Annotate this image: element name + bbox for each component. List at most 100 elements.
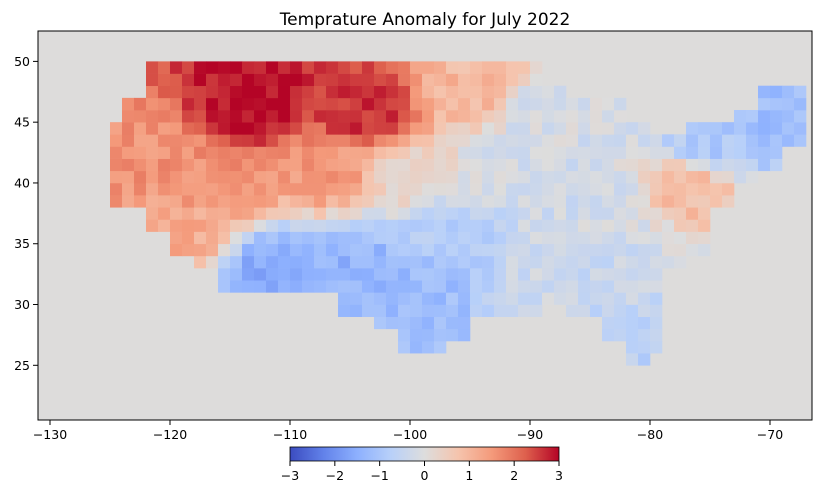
heatmap-cell [650,195,663,208]
heatmap-cell [518,280,531,293]
heatmap-cell [398,255,411,269]
heatmap-cell [482,304,495,317]
heatmap-cell [674,182,687,196]
heatmap-cell [230,182,243,196]
heatmap-cell [674,158,687,172]
heatmap-cell [686,158,699,172]
heatmap-cell [194,73,207,87]
heatmap-cell [278,268,291,281]
heatmap-cell [242,280,255,293]
heatmap-cell [194,97,207,111]
heatmap-cell [278,207,291,220]
heatmap-cell [386,243,399,257]
heatmap-cell [290,231,303,245]
heatmap-cell [158,146,171,159]
heatmap-cell [518,73,531,87]
heatmap-cell [650,328,663,342]
heatmap-cell [458,268,471,281]
heatmap-cell [746,158,759,172]
heatmap-cell [434,328,447,342]
heatmap-cell [590,243,603,257]
heatmap-cell [314,182,327,196]
heatmap-cell [386,146,399,159]
heatmap-cell [170,243,183,257]
heatmap-cell [374,85,387,99]
heatmap-cell [134,134,147,147]
heatmap-cell [338,158,351,172]
heatmap-cell [410,110,423,123]
y-tick-label: 30 [14,297,30,312]
heatmap-cell [278,85,291,99]
heatmap-cell [386,255,399,269]
heatmap-cell [530,146,543,159]
heatmap-cell [674,243,687,257]
heatmap-cell [446,328,459,342]
heatmap-cell [674,219,687,232]
heatmap-cell [254,182,267,196]
heatmap-cell [530,195,543,208]
heatmap-cell [482,146,495,159]
heatmap-cell [338,182,351,196]
heatmap-cell [362,110,375,123]
heatmap-cell [770,97,783,111]
heatmap-cell [230,170,243,184]
heatmap-cell [230,146,243,159]
y-tick-label: 50 [14,54,30,69]
heatmap-cell [410,182,423,196]
heatmap-cell [518,110,531,123]
heatmap-cell [494,207,507,220]
x-tick-label: −130 [33,427,67,442]
heatmap-cell [206,134,219,147]
heatmap-cell [398,170,411,184]
heatmap-cell [446,255,459,269]
heatmap-cell [182,158,195,172]
heatmap-cell [458,219,471,232]
heatmap-cell [590,182,603,196]
heatmap-cell [650,340,663,354]
heatmap-cell [410,243,423,257]
heatmap-cell [362,146,375,159]
heatmap-cell [434,255,447,269]
heatmap-cell [530,85,543,99]
heatmap-cell [578,231,591,245]
heatmap-cell [134,158,147,172]
heatmap-cell [434,292,447,305]
heatmap-cell [710,134,723,147]
heatmap-cell [314,268,327,281]
heatmap-cell [434,219,447,232]
heatmap-cell [374,280,387,293]
heatmap-cell [530,243,543,257]
heatmap-cell [122,170,135,184]
heatmap-cell [758,146,771,159]
heatmap-cell [374,231,387,245]
heatmap-cell [290,146,303,159]
heatmap-cell [254,158,267,172]
heatmap-cell [362,304,375,317]
heatmap-cell [290,73,303,87]
heatmap-cell [218,97,231,111]
colorbar-ticks: −3 −2 −1 0 1 2 3 [281,461,563,483]
heatmap-cell [782,134,795,147]
heatmap-cell [278,146,291,159]
heatmap-cell [230,280,243,293]
heatmap-cell [314,61,327,74]
heatmap-cell [410,292,423,305]
heatmap-cell [422,328,435,342]
heatmap-cell [302,85,315,99]
heatmap-cell [590,134,603,147]
heatmap-cell [518,182,531,196]
heatmap-cell [506,61,519,74]
heatmap-cell [446,195,459,208]
heatmap-cell [242,158,255,172]
heatmap-cell [578,134,591,147]
heatmap-cell [398,243,411,257]
heatmap-cell [494,280,507,293]
heatmap-cell [350,122,363,135]
heatmap-cell [218,195,231,208]
heatmap-cell [470,110,483,123]
heatmap-cell [398,85,411,99]
colorbar-tick-label: 2 [510,468,518,483]
heatmap-cell [638,292,651,305]
heatmap-cell [362,73,375,87]
